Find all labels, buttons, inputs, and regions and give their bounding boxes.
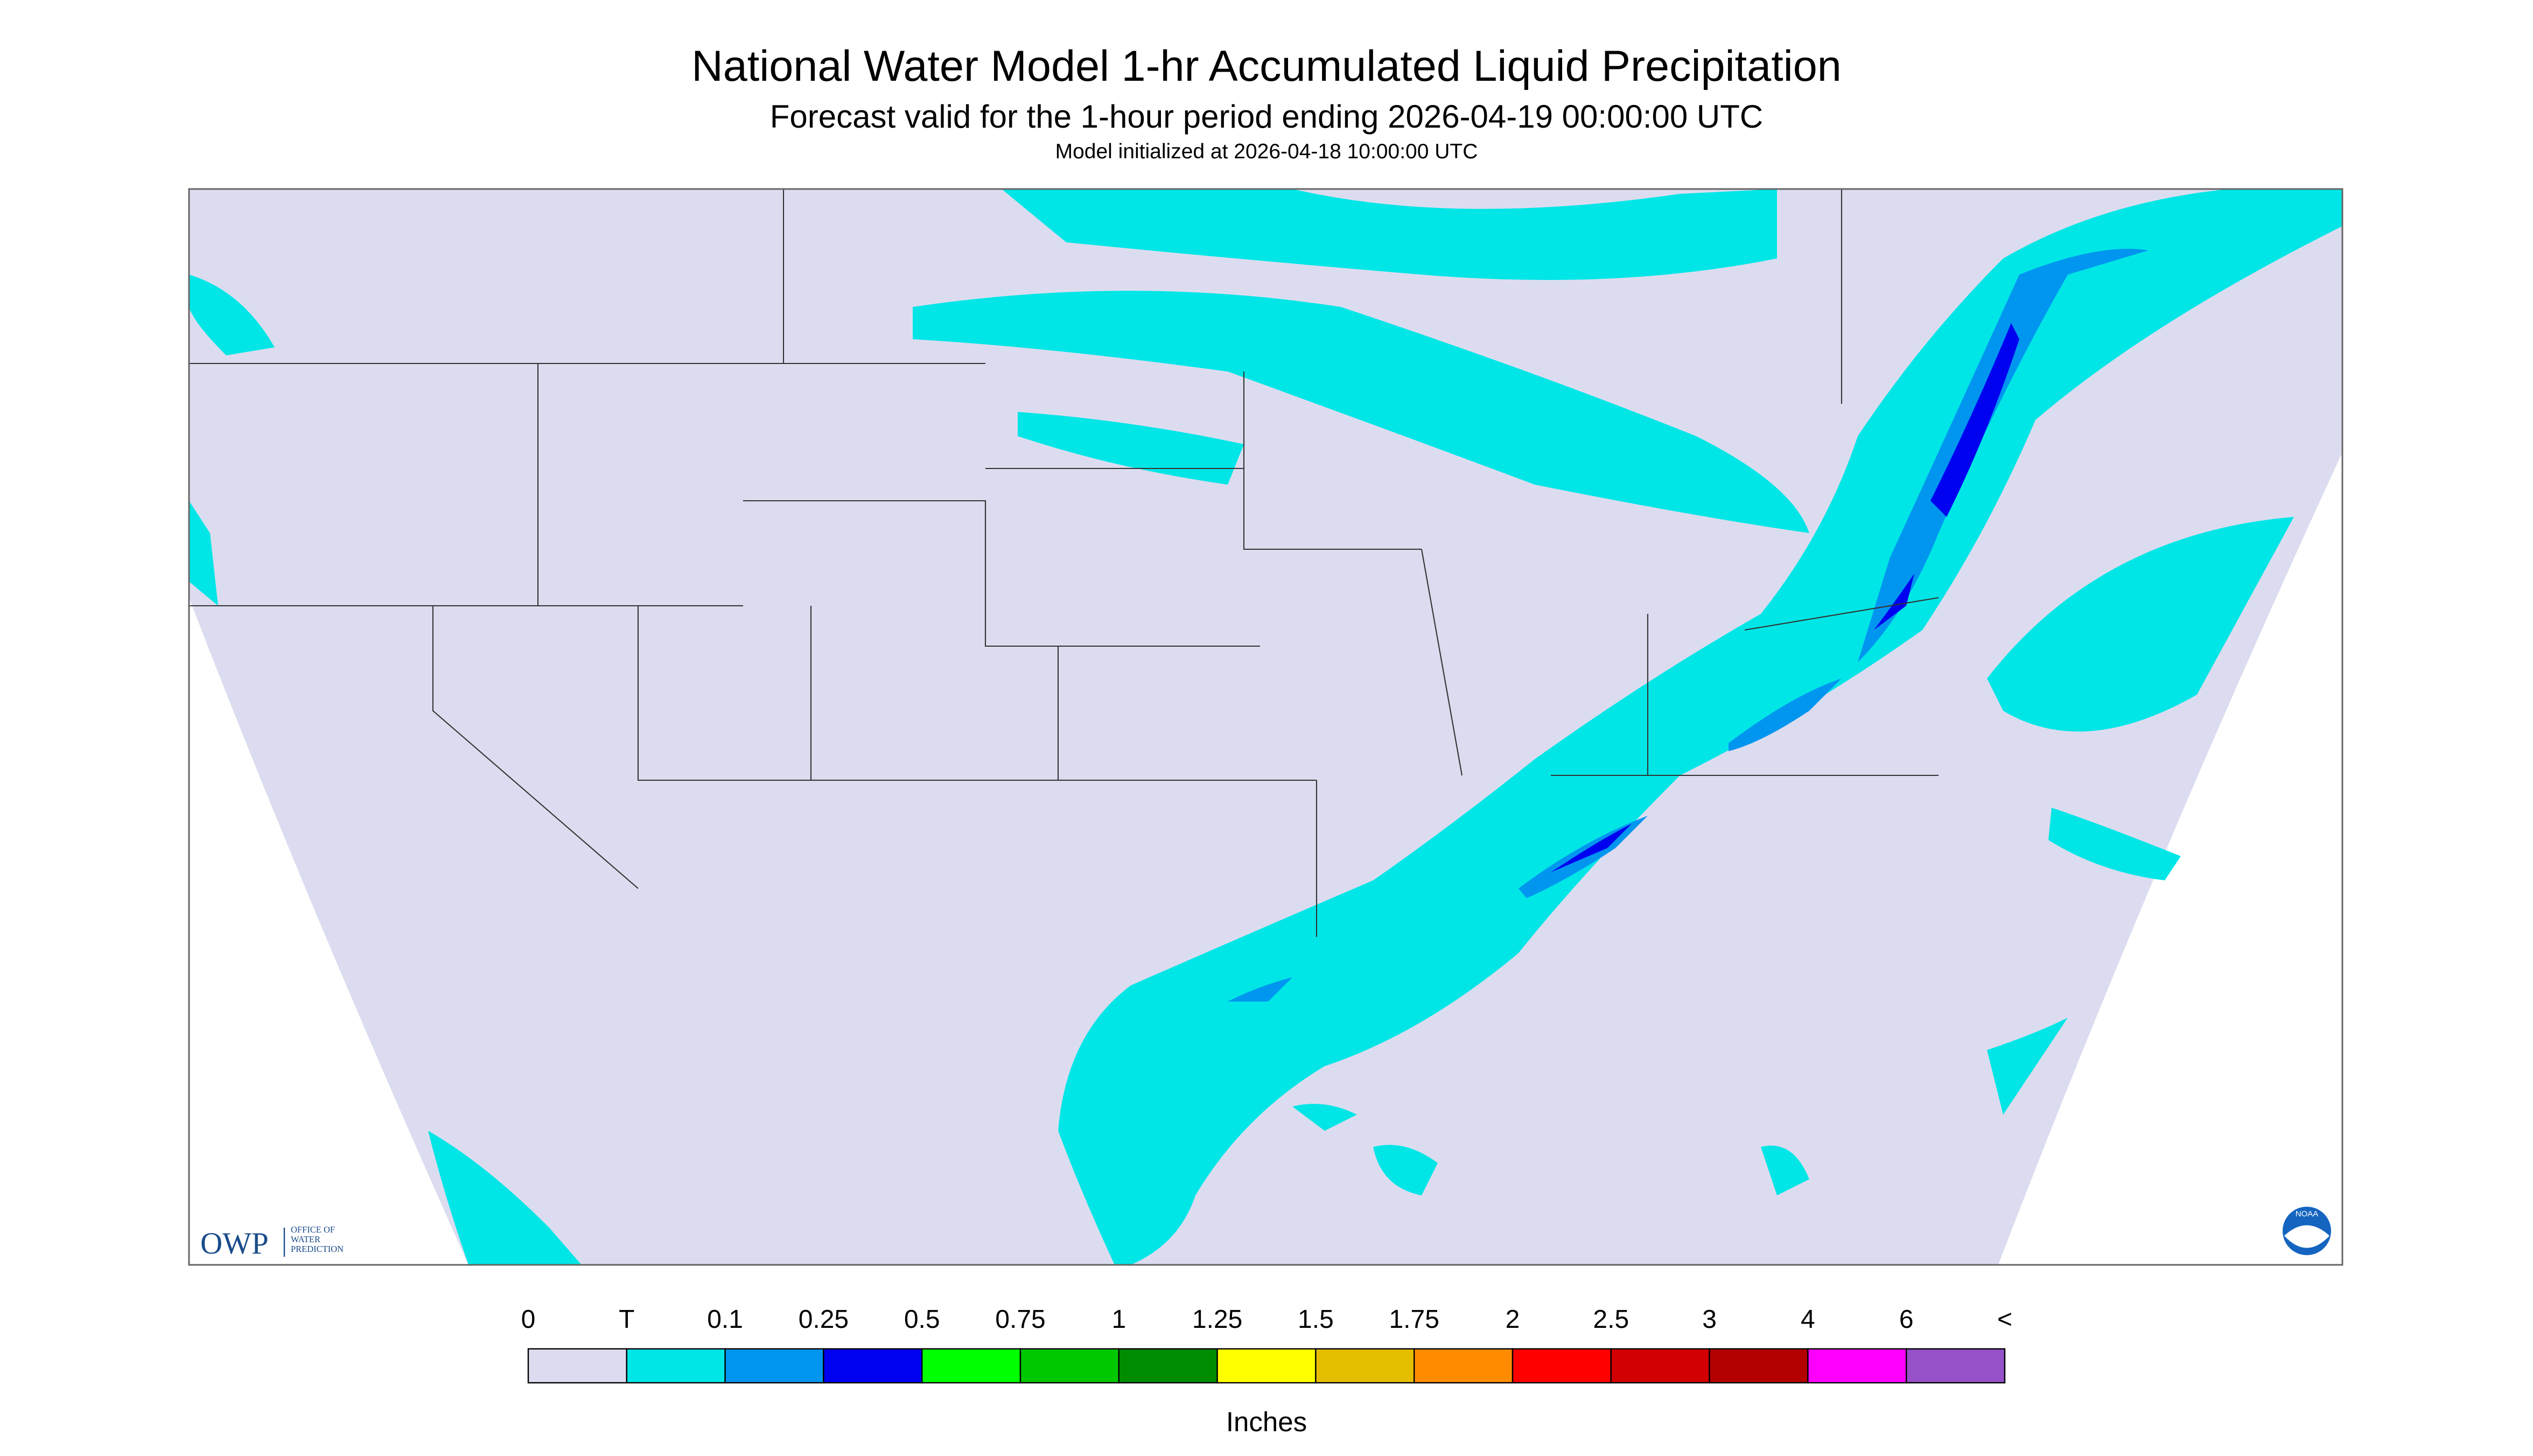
legend: 0 T 0.1 0.25 0.5 0.75 1 1.25 1.5 1.75 2 2.5 3 4 6 <	[521, 1305, 2012, 1384]
legend-swatch	[823, 1348, 923, 1384]
legend-swatch	[1118, 1348, 1218, 1384]
legend-label: <	[1997, 1305, 2012, 1334]
title: National Water Model 1-hr Accumulated Li…	[691, 42, 1842, 90]
legend-unit: Inches	[1226, 1406, 1307, 1437]
legend-label: 1.25	[1192, 1305, 1242, 1334]
legend-label: 1	[1111, 1305, 1126, 1334]
legend-label: 2	[1506, 1305, 1520, 1334]
noaa-text: NOAA	[2296, 1209, 2319, 1219]
legend-swatch	[1807, 1348, 1907, 1384]
legend-label: 0.25	[799, 1305, 849, 1334]
legend-swatch	[1414, 1348, 1514, 1384]
legend-swatch	[1905, 1348, 2006, 1384]
legend-swatch	[1216, 1348, 1317, 1384]
owp-logo: OWP	[200, 1227, 269, 1261]
legend-label: 2.5	[1593, 1305, 1629, 1334]
legend-swatch	[1019, 1348, 1120, 1384]
legend-label: 0.75	[995, 1305, 1045, 1334]
legend-swatch	[527, 1348, 628, 1384]
noaa-wave	[2284, 1225, 2329, 1248]
legend-label: 4	[1801, 1305, 1815, 1334]
map-frame	[188, 188, 2343, 1266]
legend-label: 0.1	[707, 1305, 743, 1334]
legend-label: T	[619, 1305, 634, 1334]
legend-swatch	[626, 1348, 726, 1384]
owp-name-3: PREDICTION	[291, 1244, 344, 1254]
subtitle: Forecast valid for the 1-hour period end…	[770, 99, 1763, 135]
state-boundaries	[189, 189, 1939, 937]
map-domain	[189, 189, 2342, 1265]
legend-label: 1.5	[1298, 1305, 1334, 1334]
legend-label: 0.5	[904, 1305, 940, 1334]
legend-swatch	[921, 1348, 1021, 1384]
legend-label: 6	[1899, 1305, 1914, 1334]
owp-name-1: OFFICE OF	[291, 1224, 335, 1235]
init-note: Model initialized at 2026-04-18 10:00:00…	[1055, 140, 1478, 163]
legend-swatch	[1315, 1348, 1415, 1384]
legend-swatch	[1610, 1348, 1710, 1384]
legend-label: 0	[521, 1305, 536, 1334]
precip-trace	[189, 189, 2342, 1265]
legend-swatch	[724, 1348, 824, 1384]
legend-label: 3	[1702, 1305, 1717, 1334]
legend-swatch	[1709, 1348, 1809, 1384]
legend-label: 1.75	[1389, 1305, 1439, 1334]
owp-name-2: WATER	[291, 1234, 320, 1244]
map: OWP OFFICE OF WATER PREDICTION NOAA	[188, 188, 2343, 1266]
legend-swatch	[1512, 1348, 1612, 1384]
precip-moderate	[1551, 323, 2019, 873]
